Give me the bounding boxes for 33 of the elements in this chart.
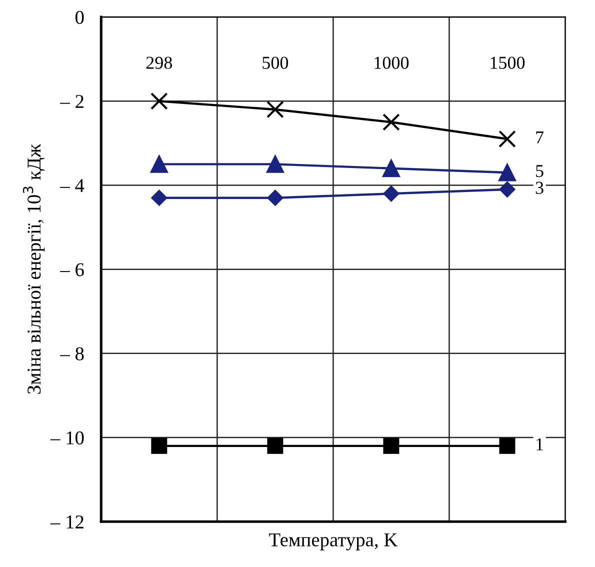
series-label: 5 [536, 165, 544, 178]
point [151, 438, 168, 454]
point [266, 156, 284, 173]
point [267, 438, 284, 454]
point [382, 160, 400, 178]
point [151, 190, 168, 206]
y-tick-label: – 4 [60, 179, 84, 192]
y-tick-label: – 2 [60, 94, 84, 108]
series-label: 1 [536, 438, 543, 450]
x-tick-label: 298 [146, 56, 172, 69]
y-axis-title: Зміна вільної енергії, 10$^{3}$ кДж [22, 144, 45, 394]
point [383, 438, 400, 454]
x-tick-label: 500 [262, 56, 288, 69]
point [498, 130, 516, 148]
series-label: 3 [536, 182, 544, 194]
point [382, 113, 400, 131]
point [383, 186, 400, 202]
y-tick-label: – 10 [50, 431, 84, 444]
point [267, 190, 284, 206]
x-tick-label: 1000 [374, 56, 409, 69]
point [499, 182, 516, 198]
point [150, 92, 168, 110]
point [498, 164, 516, 182]
point [150, 156, 168, 173]
y-tick-label: 0 [76, 10, 84, 24]
y-tick-label: – 8 [60, 347, 84, 360]
y-tick-label: – 12 [50, 516, 84, 528]
series-label: 7 [536, 131, 544, 144]
x-tick-label: 1500 [490, 56, 525, 69]
y-tick-label: – 6 [60, 263, 84, 276]
point [266, 100, 284, 118]
point [499, 438, 516, 454]
x-axis-title: Температура, K [269, 533, 398, 550]
